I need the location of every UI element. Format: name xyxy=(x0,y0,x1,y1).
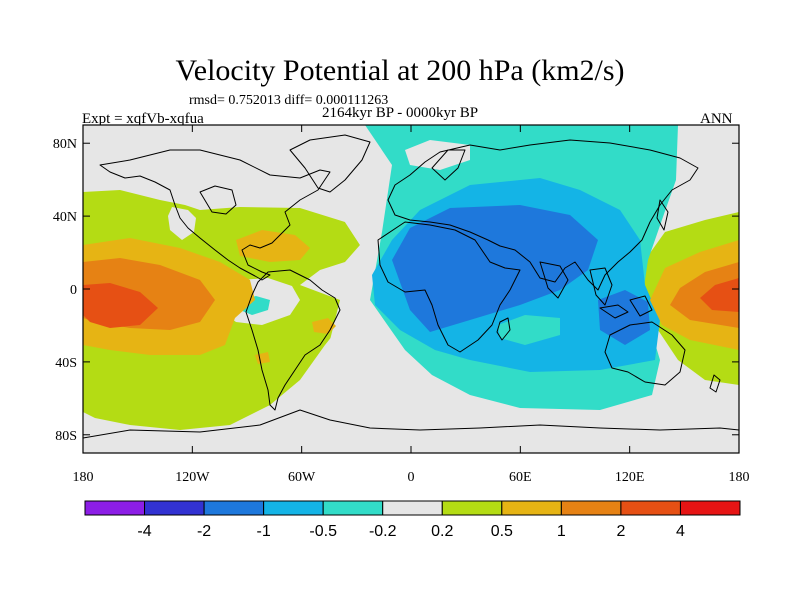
y-tick-label: 0 xyxy=(70,283,77,298)
period-label: 2164kyr BP - 0000kyr BP xyxy=(322,105,479,121)
x-tick-label: 60E xyxy=(509,470,532,485)
colorbar-swatch xyxy=(679,500,741,516)
coast-greenland xyxy=(289,134,371,193)
coast-indochina xyxy=(589,267,613,306)
colorbar-label: 1 xyxy=(557,523,566,540)
field-neutral-bay xyxy=(168,207,196,240)
y-tick-label: 40S xyxy=(55,356,77,371)
chart-title: Velocity Potential at 200 hPa (km2/s) xyxy=(175,54,625,87)
field-neutral-atlantic xyxy=(325,125,440,453)
colorbar-label: -4 xyxy=(137,523,151,540)
coast-eurasia xyxy=(387,139,699,291)
x-tick-label: 120E xyxy=(615,470,645,485)
colorbar-label: -1 xyxy=(257,523,271,540)
coastlines xyxy=(83,134,739,439)
coast-south-america xyxy=(245,269,341,411)
y-tick-label: 40N xyxy=(53,210,77,225)
y-tick-label: 80N xyxy=(53,137,77,152)
coast-maritime-1 xyxy=(599,304,629,319)
field-neutral-northeurope xyxy=(405,140,470,170)
field-redorange-pacific-west xyxy=(700,278,739,312)
coast-new-zealand xyxy=(709,374,721,393)
x-tick-label: 0 xyxy=(408,470,415,485)
coast-north-america xyxy=(99,149,331,281)
coast-antarctica xyxy=(83,409,739,439)
colorbar-swatch xyxy=(263,500,324,516)
field-yellow-caribbean xyxy=(236,230,310,262)
colorbar-swatch xyxy=(322,500,384,516)
x-tick-label: 120W xyxy=(175,470,210,485)
colorbar-swatch xyxy=(501,500,562,516)
field-layer xyxy=(83,125,739,453)
coast-madagascar xyxy=(496,317,511,341)
colorbar-swatch xyxy=(560,500,622,516)
coast-hudson-bay xyxy=(199,185,237,215)
colorbar-swatch xyxy=(441,500,503,516)
colorbar-label: -2 xyxy=(197,523,211,540)
y-tick-label: 80S xyxy=(55,429,77,444)
coast-japan xyxy=(656,199,669,231)
x-tick-label: 180 xyxy=(729,470,750,485)
season-label: ANN xyxy=(700,111,733,127)
colorbar-label: 0.2 xyxy=(431,523,453,540)
colorbar-swatch xyxy=(203,500,265,516)
colorbar-swatch xyxy=(382,500,443,516)
colorbar-swatch xyxy=(84,500,146,516)
field-redorange-pacific-east xyxy=(83,283,158,328)
coast-africa xyxy=(377,221,521,353)
experiment-label: Expt = xqfVb-xqfua xyxy=(82,111,204,127)
field-blue-maritime xyxy=(598,290,650,345)
coast-india xyxy=(539,261,569,299)
coast-maritime-2 xyxy=(629,295,653,317)
colorbar-swatch xyxy=(144,500,205,516)
colorbar-label: 4 xyxy=(676,523,685,540)
colorbar-label: 0.5 xyxy=(491,523,513,540)
colorbar-label: -0.5 xyxy=(309,523,337,540)
colorbar-label: -0.2 xyxy=(369,523,397,540)
field-blue-africa xyxy=(392,205,598,332)
colorbar: -4 -2 -1 -0.5 -0.2 0.2 0.5 1 2 4 xyxy=(84,500,741,540)
colorbar-swatch xyxy=(620,500,681,516)
field-teal-islet xyxy=(498,315,560,345)
coast-australia xyxy=(604,321,686,386)
colorbar-label: 2 xyxy=(616,523,625,540)
x-tick-label: 60W xyxy=(288,470,316,485)
coast-scandinavia xyxy=(431,149,466,181)
stats-line: rmsd= 0.752013 diff= 0.000111263 xyxy=(189,93,389,108)
x-tick-label: 180 xyxy=(73,470,94,485)
axes: 180 120W 60W 0 60E 120E 180 80N 40N 0 40S 80S xyxy=(53,125,750,485)
